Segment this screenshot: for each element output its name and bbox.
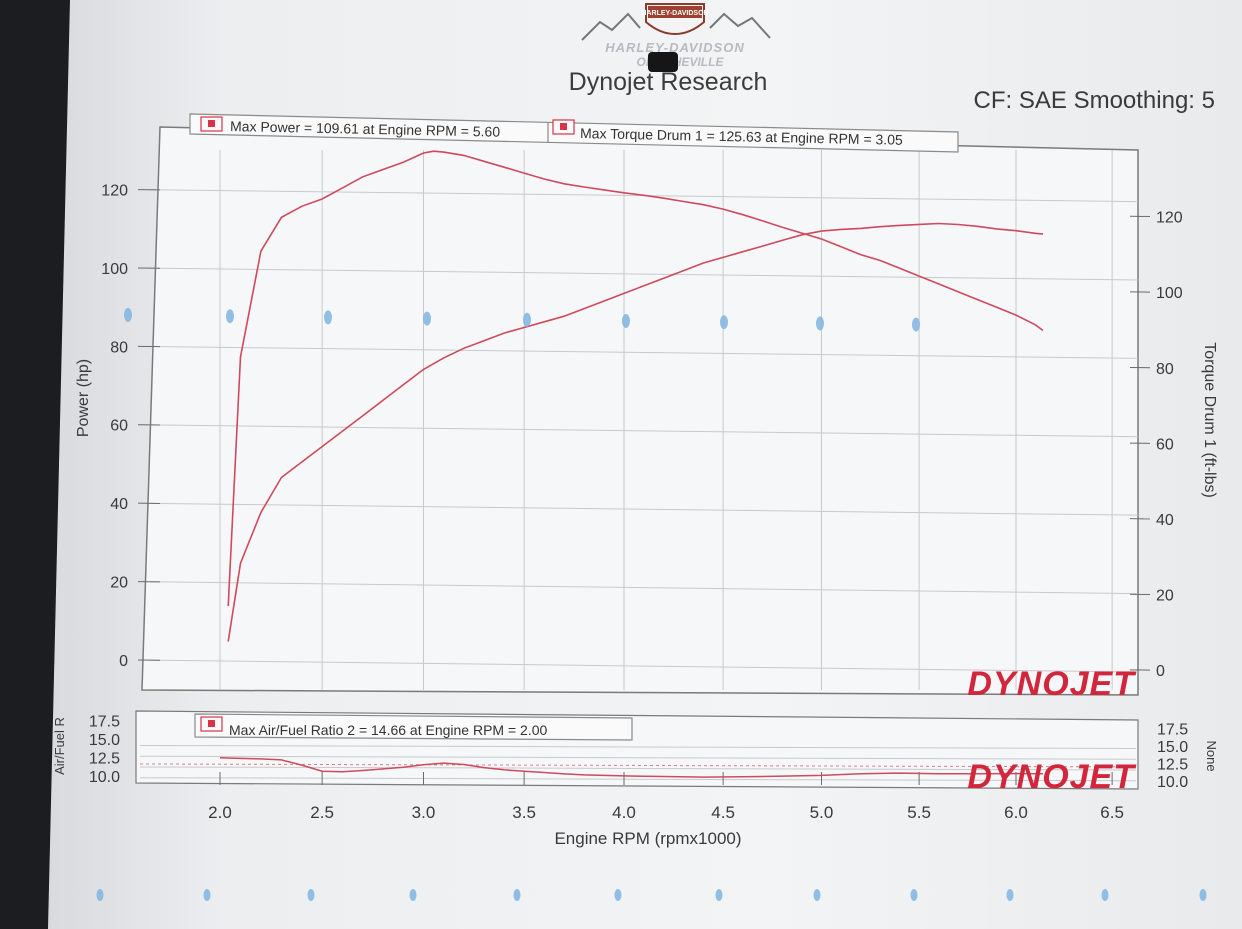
torque-tick-label: 60 bbox=[1156, 436, 1174, 453]
main-hgrid-line bbox=[149, 424, 1139, 438]
afr-tick-label: 12.5 bbox=[89, 751, 120, 768]
power-axis-label: Power (hp) bbox=[75, 359, 92, 437]
sprocket-mark bbox=[124, 308, 132, 322]
x-tick-label: 4.5 bbox=[711, 803, 735, 822]
power-tick-label: 20 bbox=[110, 574, 128, 591]
power-curve bbox=[227, 222, 1044, 642]
afr-y-tick-labels-left: 10.012.5 15.017.5 bbox=[89, 714, 120, 787]
x-tick-label: 5.5 bbox=[907, 803, 931, 822]
afr-legend: Max Air/Fuel Ratio 2 = 14.66 at Engine R… bbox=[194, 713, 633, 741]
main-grid bbox=[149, 150, 1139, 690]
sprocket-mark bbox=[1006, 889, 1014, 901]
power-tick-label: 100 bbox=[101, 261, 128, 278]
main-y-tick-labels-left: 0 20 40 60 80 100 120 bbox=[101, 182, 161, 670]
afr-tick-label: 15.0 bbox=[89, 732, 120, 749]
power-tick-label: 40 bbox=[110, 496, 128, 513]
x-tick-label: 5.0 bbox=[810, 803, 834, 822]
afr-y-tick-labels-right: 10.012.515.017.5 bbox=[1157, 722, 1188, 792]
main-hgrid-line bbox=[149, 659, 1139, 673]
main-hgrid-line bbox=[149, 502, 1139, 516]
afr-series bbox=[139, 756, 1137, 778]
x-tick-label: 3.0 bbox=[412, 803, 436, 822]
dynojet-watermark-afr: DYNOJET bbox=[967, 758, 1137, 796]
main-hgrid-line bbox=[149, 267, 1139, 281]
torque-tick-label: 100 bbox=[1156, 285, 1183, 302]
torque-tick-label: 40 bbox=[1156, 512, 1174, 529]
sprocket-mark bbox=[813, 889, 821, 901]
legend-afr: Max Air/Fuel Ratio 2 = 14.66 at Engine R… bbox=[229, 722, 548, 738]
sprocket-mark bbox=[96, 889, 104, 901]
afr-curve bbox=[219, 756, 1044, 778]
main-chart: 0 20 40 60 80 100 120 0 20 40 60 80 100 120 Power (h… bbox=[75, 113, 1218, 703]
afr-chart: 10.012.515.017.5 10.012.515.017.5 Air/Fu… bbox=[52, 710, 1219, 796]
afr-grid bbox=[139, 744, 1137, 785]
torque-tick-label: 80 bbox=[1156, 361, 1174, 378]
afr-hgrid-line bbox=[139, 766, 1137, 771]
afr-hgrid-line bbox=[139, 755, 1137, 760]
sprocket-mark bbox=[423, 311, 431, 326]
sprocket-mark bbox=[622, 314, 630, 328]
sprocket-mark bbox=[1199, 889, 1207, 901]
x-tick-label: 2.5 bbox=[310, 803, 334, 822]
torque-tick-label: 20 bbox=[1156, 588, 1174, 605]
cf-smoothing-label: CF: SAE Smoothing: 5 bbox=[974, 87, 1215, 114]
afr-hgrid-line bbox=[139, 744, 1137, 749]
afr-right-tick-label: 15.0 bbox=[1157, 739, 1188, 756]
sprocket-mark bbox=[523, 312, 531, 327]
main-hgrid-line bbox=[149, 581, 1139, 595]
afr-right-axis-label: None bbox=[1204, 740, 1219, 771]
sprocket-mark bbox=[910, 889, 918, 901]
sprocket-mark bbox=[720, 315, 728, 330]
x-tick-label: 2.0 bbox=[208, 803, 232, 822]
logo-text: HARLEY-DAVIDSON bbox=[641, 10, 708, 17]
afr-tick-label: 17.5 bbox=[89, 714, 120, 731]
sprocket-mark bbox=[912, 317, 920, 332]
afr-right-tick-label: 17.5 bbox=[1157, 722, 1188, 739]
legend-torque: Max Torque Drum 1 = 125.63 at Engine RPM… bbox=[580, 125, 903, 148]
power-tick-label: 120 bbox=[101, 182, 128, 199]
x-tick-label: 3.5 bbox=[512, 803, 536, 822]
sprocket-mark bbox=[513, 889, 521, 901]
torque-curve bbox=[227, 150, 1044, 607]
legend-power: Max Power = 109.61 at Engine RPM = 5.60 bbox=[230, 118, 501, 140]
harley-davidson-logo: HARLEY-DAVIDSON HARLEY-DAVIDSON OF ASHEV… bbox=[581, 3, 771, 72]
x-tick-label: 4.0 bbox=[612, 803, 636, 822]
main-series bbox=[227, 150, 1044, 642]
sprocket-mark bbox=[324, 310, 332, 325]
afr-right-tick-label: 10.0 bbox=[1157, 774, 1188, 791]
main-hgrid-line bbox=[149, 346, 1139, 359]
dealer-line-1: HARLEY-DAVIDSON bbox=[605, 40, 744, 55]
printer-marks bbox=[96, 308, 1207, 901]
dynojet-watermark-main: DYNOJET bbox=[967, 665, 1137, 703]
page-title: Dynojet Research bbox=[569, 68, 768, 96]
sprocket-mark bbox=[614, 889, 622, 901]
afr-right-tick-label: 12.5 bbox=[1157, 757, 1188, 774]
main-y-tick-labels-right: 0 20 40 60 80 100 120 bbox=[1129, 210, 1183, 680]
x-axis-label: Engine RPM (rpmx1000) bbox=[554, 829, 741, 848]
afr-axis-label: Air/Fuel R bbox=[52, 717, 67, 775]
sprocket-mark bbox=[816, 316, 824, 331]
torque-tick-label: 0 bbox=[1156, 663, 1165, 680]
main-legend: Max Power = 109.61 at Engine RPM = 5.60 … bbox=[189, 113, 959, 153]
x-tick-label: 6.5 bbox=[1100, 803, 1124, 822]
afr-reference-line bbox=[139, 763, 1137, 768]
power-tick-label: 60 bbox=[110, 418, 128, 435]
power-tick-label: 80 bbox=[110, 339, 128, 356]
x-tick-label: 6.0 bbox=[1004, 803, 1028, 822]
redaction-block bbox=[648, 52, 678, 72]
sprocket-mark bbox=[203, 889, 211, 901]
sprocket-mark bbox=[715, 889, 723, 901]
sprocket-mark bbox=[409, 889, 417, 901]
x-tick-labels: 2.0 2.5 3.0 3.5 4.0 4.5 5.0 5.5 6.0 6.5 bbox=[208, 803, 1124, 822]
afr-hgrid-line bbox=[139, 777, 1137, 782]
sprocket-mark bbox=[226, 309, 234, 324]
afr-tick-label: 10.0 bbox=[89, 769, 120, 786]
sprocket-mark bbox=[1101, 889, 1109, 901]
sprocket-mark bbox=[307, 889, 315, 901]
power-tick-label: 0 bbox=[119, 653, 128, 670]
torque-axis-label: Torque Drum 1 (ft-lbs) bbox=[1201, 342, 1218, 498]
torque-tick-label: 120 bbox=[1156, 210, 1183, 227]
